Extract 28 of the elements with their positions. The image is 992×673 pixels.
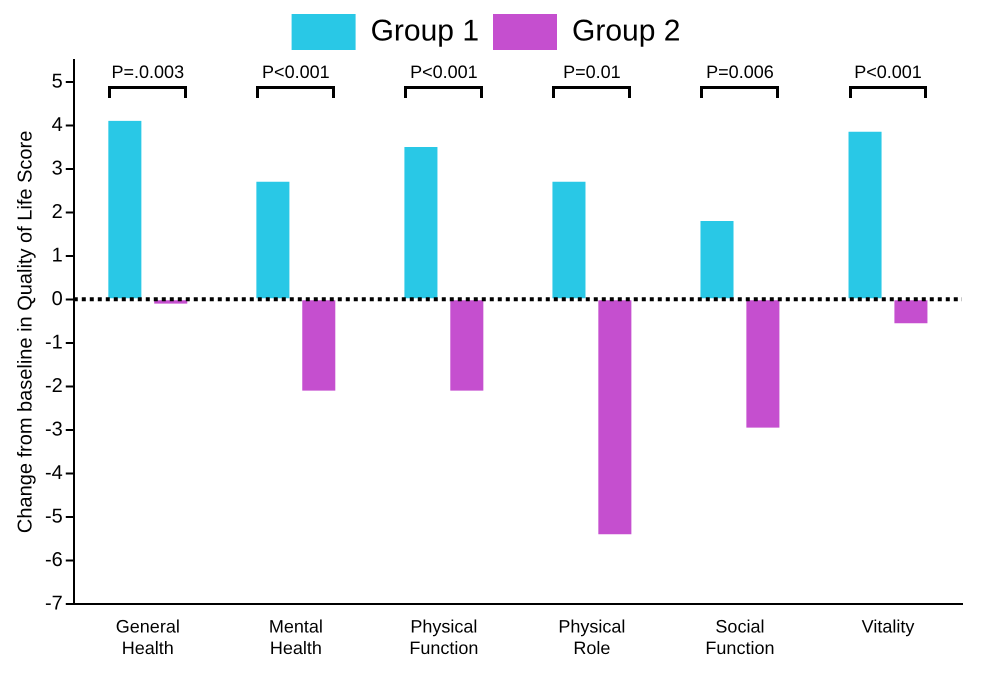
annotation: P<0.001 [262, 62, 330, 82]
annotation: P=0.006 [706, 62, 774, 82]
y-tick-label: 4 [52, 114, 63, 136]
x-tick-label: Physical Role [558, 616, 626, 658]
x-tick-label: Vitality [862, 616, 914, 637]
legend-label: Group 2 [572, 14, 680, 48]
y-tick-label: -4 [44, 462, 63, 484]
x-tick-label: Physical Function [409, 616, 478, 658]
legend-label: Group 1 [370, 14, 480, 48]
y-tick-label: -5 [44, 505, 63, 528]
y-tick-label: -6 [44, 548, 63, 571]
annotation: P<0.001 [854, 62, 922, 82]
annotation: P<0.001 [410, 62, 478, 82]
x-tick-label: General Health [116, 616, 180, 658]
y-tick-label: -2 [44, 374, 63, 397]
y-tick-label: 0 [52, 288, 63, 310]
x-tick-label: Mental Health [268, 616, 323, 658]
y-axis-title: Change from baseline in Quality of Life Score [14, 130, 37, 534]
y-tick-label: 1 [52, 244, 63, 266]
y-tick-label: -1 [44, 331, 63, 354]
y-tick-label: -7 [44, 592, 63, 614]
y-tick-label: 2 [52, 200, 63, 223]
annotation: P=.0.003 [112, 62, 184, 82]
y-tick-label: -3 [44, 418, 63, 440]
y-tick-label: 5 [52, 70, 63, 92]
annotation: P=0.01 [563, 62, 621, 82]
x-tick-label: Social Function [705, 616, 774, 658]
y-tick-label: 3 [52, 157, 63, 180]
